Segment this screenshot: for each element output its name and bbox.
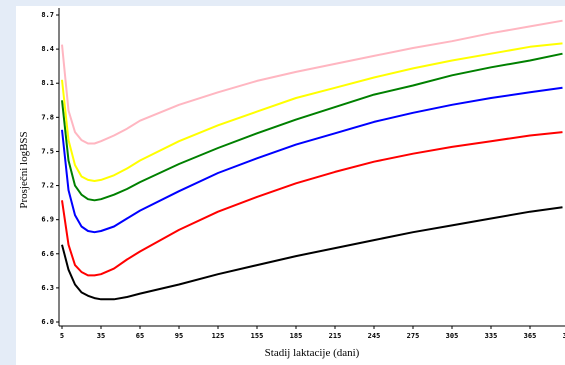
x-tick-label: 5 (60, 332, 64, 340)
x-tick-label: 395 (563, 332, 565, 340)
x-tick-label: 65 (136, 332, 144, 340)
y-tick-label: 7.8 (41, 113, 54, 121)
y-tick-label: 6.0 (41, 318, 54, 326)
x-tick-label: 155 (251, 332, 264, 340)
y-tick-label: 6.3 (41, 284, 54, 292)
x-axis-label: Stadij laktacije (dani) (265, 347, 360, 359)
y-axis-label: Prosječni logBSS (18, 131, 30, 208)
y-tick-label: 7.5 (41, 147, 54, 155)
y-tick-label: 6.9 (41, 216, 54, 224)
x-tick-label: 215 (329, 332, 342, 340)
x-tick-label: 335 (485, 332, 498, 340)
line-series (61, 52, 563, 202)
x-tick-label: 365 (524, 332, 537, 340)
y-tick-label: 8.1 (41, 79, 54, 87)
x-tick-label: 95 (175, 332, 183, 340)
x-tick-label: 275 (407, 332, 420, 340)
line-series (61, 42, 563, 182)
x-tick-label: 125 (212, 332, 225, 340)
line-series (61, 19, 563, 145)
y-tick-label: 8.7 (41, 11, 54, 19)
y-tick-label: 8.4 (41, 45, 54, 53)
x-tick-label: 305 (446, 332, 459, 340)
line-series (61, 206, 563, 301)
x-tick-label: 185 (290, 332, 303, 340)
line-series (61, 86, 563, 234)
y-tick-label: 6.6 (41, 250, 54, 258)
y-tick-label: 7.2 (41, 182, 54, 190)
line-series (61, 131, 563, 277)
x-tick-label: 245 (368, 332, 381, 340)
x-tick-label: 35 (97, 332, 105, 340)
